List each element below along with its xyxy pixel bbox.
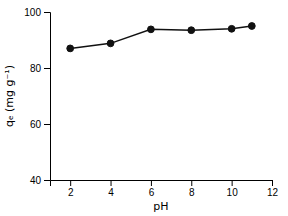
x-tick-mark	[111, 180, 112, 186]
x-axis: 2 4 6 8 10 12	[51, 180, 279, 198]
x-tick: 8	[189, 180, 195, 198]
x-tick: 10	[227, 180, 239, 198]
x-tick: 4	[108, 180, 114, 198]
x-tick-label: 12	[267, 187, 279, 198]
y-tick-label: 80	[30, 63, 42, 74]
y-tick-label: 60	[30, 119, 42, 130]
y-axis-title: qₑ (mg g⁻¹)	[3, 65, 16, 127]
y-tick-label: 40	[30, 175, 42, 186]
x-tick-label: 4	[108, 187, 114, 198]
x-tick-label: 10	[227, 187, 239, 198]
y-tick: 100	[24, 7, 50, 18]
x-tick-label: 2	[68, 187, 74, 198]
x-axis-line	[51, 181, 273, 187]
x-tick-mark	[232, 180, 233, 186]
y-tick: 60	[30, 119, 50, 130]
y-tick-mark	[44, 180, 50, 181]
y-tick-mark	[44, 12, 50, 13]
point	[228, 25, 235, 32]
point	[248, 23, 255, 30]
y-tick-mark	[44, 124, 50, 125]
x-tick-mark	[191, 180, 192, 186]
point	[67, 45, 74, 52]
x-tick-mark	[272, 180, 273, 186]
y-tick-mark	[44, 68, 50, 69]
y-tick-label: 100	[24, 7, 41, 18]
point	[188, 27, 195, 34]
x-tick-mark	[151, 180, 152, 186]
point	[148, 26, 155, 33]
y-axis-line	[44, 13, 51, 181]
x-tick-mark	[70, 180, 71, 186]
point	[107, 40, 114, 47]
y-tick: 40	[30, 175, 50, 186]
x-tick: 2	[68, 180, 74, 198]
x-axis-title: pH	[153, 200, 168, 213]
marks	[67, 23, 255, 52]
x-tick-label: 8	[189, 187, 195, 198]
plot: 2 4 6 8 10 12 40 60 80 100	[24, 7, 278, 198]
chart: 2 4 6 8 10 12 40 60 80 100 pH qₑ (mg g⁻¹)	[0, 0, 288, 216]
x-tick-label: 6	[149, 187, 155, 198]
y-axis: 40 60 80 100	[24, 7, 50, 186]
line	[70, 26, 252, 48]
y-tick: 80	[30, 63, 50, 74]
x-tick: 12	[267, 180, 279, 198]
x-tick: 6	[149, 180, 155, 198]
